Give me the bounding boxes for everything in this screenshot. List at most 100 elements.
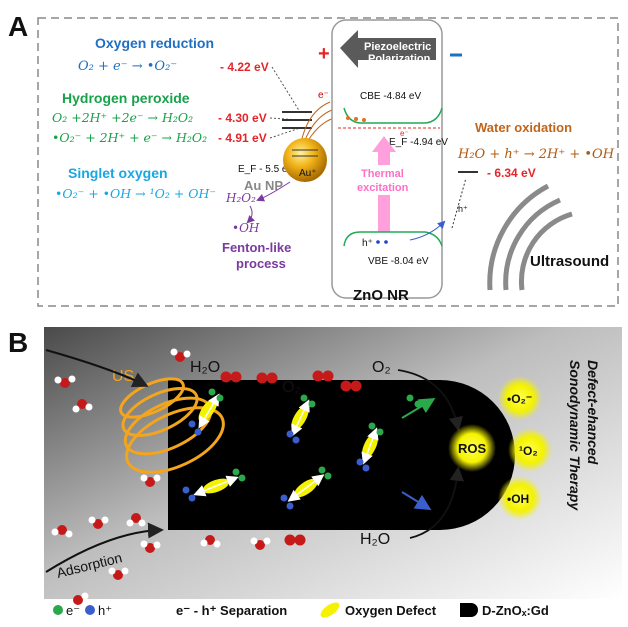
electron: [308, 400, 316, 408]
superoxide-glow: [498, 376, 542, 420]
hole-transfer-arrow: [409, 220, 446, 241]
hydrogen-peroxide-eq1: O₂ +2H⁺ +2e⁻ → H₂O₂: [52, 110, 193, 125]
hole: [188, 420, 196, 428]
water-oxidation-equation: H₂O + h⁺ → 2H⁺ + •OH: [457, 147, 615, 162]
water-molecule: [54, 375, 76, 388]
water-molecule: [140, 540, 161, 553]
hydroxyl-glow: [498, 476, 542, 520]
legend-electron: e⁻: [66, 603, 80, 618]
water-molecule: [73, 592, 89, 605]
h2o-top-label: H₂O: [190, 359, 220, 376]
hole-to-water-connector: [451, 177, 467, 229]
fenton-line1: Fenton-like: [222, 240, 291, 255]
hydrogen-peroxide-energy1: - 4.30 eV: [218, 111, 267, 125]
hole: [188, 494, 196, 502]
panel-a: A Oxygen reduction O₂ + e⁻ → •O₂⁻ - 4.22…: [8, 11, 619, 307]
hole: [286, 430, 294, 438]
plus-sign: +: [318, 43, 330, 65]
hydrogen-peroxide-eq2: •O₂⁻ + 2H⁺ + e⁻ → H₂O₂: [52, 130, 207, 145]
eh-pair: [182, 468, 246, 502]
electron: [376, 428, 384, 436]
hydrogen-peroxide-energy2: - 4.91 eV: [218, 131, 267, 145]
legend-material: D-ZnOₓ:Gd: [482, 603, 549, 618]
eh-pair: [188, 388, 224, 436]
o2-molecule: [284, 534, 306, 546]
electron: [300, 394, 308, 402]
water-molecule: [126, 513, 146, 527]
o2-molecule: [340, 380, 362, 392]
hole: [194, 428, 202, 436]
water-hole-label: h⁺: [458, 204, 468, 214]
electron: [216, 394, 224, 402]
o2-molecules: [220, 370, 362, 546]
hole: [286, 502, 294, 510]
cb-electron: [346, 116, 350, 120]
h2o-to-ros-arrow: [409, 466, 465, 539]
connector-4-91: [269, 127, 301, 139]
au-plus-label: Au⁺: [299, 168, 317, 179]
panel-b-letter: B: [8, 327, 28, 358]
hole: [280, 494, 288, 502]
adsorption-arrow: [45, 522, 164, 573]
eh-pair: [356, 422, 384, 472]
ultrasound-arc: [487, 183, 550, 291]
piezo-label-line1: Piezoelectric: [364, 41, 431, 53]
water-oxidation-title: Water oxidation: [475, 120, 572, 135]
vb-hole: [376, 240, 380, 244]
h2o-bottom-label: H₂O: [360, 531, 390, 548]
panel-a-border: [37, 17, 619, 307]
hole: [356, 458, 364, 466]
therapy-title: Defect-ehanced Sonodynamic Therapy: [567, 360, 601, 511]
thermal-label-line2: excitation: [357, 182, 409, 194]
oxygen-reduction-title: Oxygen reduction: [95, 35, 214, 51]
hole-out-arrow: [401, 491, 432, 511]
legend-hole-marker: [85, 605, 95, 615]
cb-electron: [362, 118, 366, 122]
singlet-oxygen-equation: •O₂⁻ + •OH → ¹O₂ + OH⁻: [55, 186, 216, 201]
electron: [324, 472, 332, 480]
nanorod: [168, 380, 515, 530]
au-electron-label: e⁻: [318, 90, 329, 101]
hydroxyl-label: •OH: [507, 492, 529, 506]
electron: [318, 466, 326, 474]
oxygen-reduction-energy: - 4.22 eV: [220, 60, 269, 74]
cb-electron: [354, 117, 358, 121]
ros-glow: [448, 424, 496, 472]
au-nanoparticle: [283, 138, 327, 182]
legend-electron-marker: [53, 605, 63, 615]
fenton-arrow-1: [256, 181, 291, 202]
ef-zno-label: E_F -4.94 eV: [389, 137, 448, 148]
ef-au-label: E_F - 5.5 eV: [238, 164, 294, 175]
singlet-oxygen-glow: [508, 428, 552, 472]
electron: [368, 422, 376, 430]
legend-separation: e⁻ - h⁺ Separation: [176, 603, 287, 618]
o2-molecule: [256, 372, 278, 384]
water-molecule: [170, 348, 191, 362]
cbe-band: [343, 107, 443, 124]
oxygen-reduction-equation: O₂ + e⁻ → •O₂⁻: [78, 59, 177, 74]
thermal-label-bg: [354, 165, 416, 195]
hole: [292, 436, 300, 444]
hole: [182, 486, 190, 494]
fenton-line2: process: [236, 256, 286, 271]
ultrasound-arc: [503, 197, 561, 291]
o2-right-label: O₂: [372, 359, 391, 376]
superoxide-label: •O₂⁻: [507, 392, 532, 406]
us-wave: [125, 406, 225, 474]
legend: e⁻ h⁺ e⁻ - h⁺ Separation Oxygen Defect D…: [53, 602, 549, 618]
legend-hole: h⁺: [98, 603, 112, 618]
vb-hole: [384, 240, 388, 244]
piezo-polarization-arrow: [340, 30, 436, 68]
o2-top-label: O₂: [282, 379, 301, 396]
hole: [362, 464, 370, 472]
electron-out-arrow: [401, 397, 436, 419]
eh-pair: [286, 394, 316, 444]
water-molecule: [250, 537, 271, 550]
vbe-label: VBE -8.04 eV: [368, 256, 429, 267]
thermal-arrowhead: [372, 136, 396, 152]
water-molecule: [51, 525, 73, 538]
hydrogen-peroxide-title: Hydrogen peroxide: [62, 90, 190, 106]
electron: [414, 400, 422, 408]
us-wave: [121, 387, 199, 437]
